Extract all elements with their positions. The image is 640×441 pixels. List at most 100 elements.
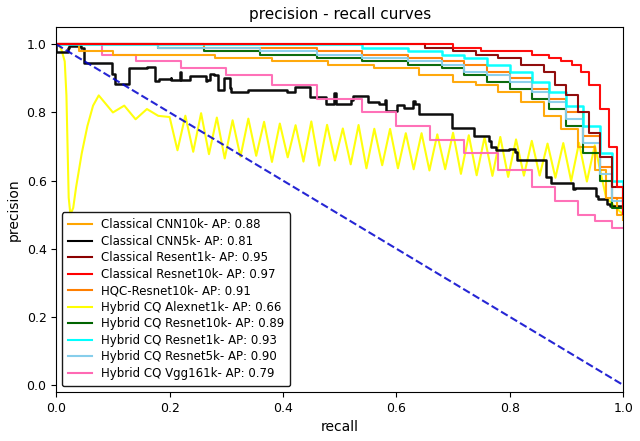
HQC-Resnet10k- AP: 0.91: (0.54, 0.98): 0.91: (0.54, 0.98) xyxy=(358,49,366,54)
Hybrid CQ Alexnet1k- AP: 0.66: (0.12, 0.82): 0.66: (0.12, 0.82) xyxy=(120,103,128,108)
Hybrid CQ Resnet5k- AP: 0.90: (0.68, 0.94): 0.90: (0.68, 0.94) xyxy=(438,62,445,67)
Hybrid CQ Alexnet1k- AP: 0.66: (0.394, 0.767): 0.66: (0.394, 0.767) xyxy=(276,121,284,126)
Classical CNN5k- AP: 0.81: (0.955, 0.554): 0.81: (0.955, 0.554) xyxy=(594,194,602,199)
Classical CNN10k- AP: 0.88: (0.64, 0.93): 0.88: (0.64, 0.93) xyxy=(415,66,423,71)
Classical Resnet10k- AP: 0.97: (0.87, 0.96): 0.97: (0.87, 0.96) xyxy=(545,55,553,60)
HQC-Resnet10k- AP: 0.91: (0.8, 0.9): 0.91: (0.8, 0.9) xyxy=(506,76,513,81)
Classical Resent1k- AP: 0.95: (0.86, 0.92): 0.95: (0.86, 0.92) xyxy=(540,69,548,74)
HQC-Resnet10k- AP: 0.91: (0.68, 0.96): 0.91: (0.68, 0.96) xyxy=(438,55,445,60)
Hybrid CQ Vgg161k- AP: 0.79: (0.46, 0.88): 0.79: (0.46, 0.88) xyxy=(313,82,321,88)
Classical Resnet10k- AP: 0.97: (0.99, 0.58): 0.97: (0.99, 0.58) xyxy=(614,185,621,190)
Hybrid CQ Resnet1k- AP: 0.93: (0.45, 1): 0.93: (0.45, 1) xyxy=(307,41,315,47)
Hybrid CQ Resnet5k- AP: 0.90: (0.04, 1): 0.90: (0.04, 1) xyxy=(75,41,83,47)
Classical CNN10k- AP: 0.88: (0.89, 0.75): 0.88: (0.89, 0.75) xyxy=(557,127,564,132)
Hybrid CQ Vgg161k- AP: 0.79: (0.22, 0.95): 0.79: (0.22, 0.95) xyxy=(177,59,185,64)
Hybrid CQ Resnet10k- AP: 0.89: (0.68, 0.94): 0.89: (0.68, 0.94) xyxy=(438,62,445,67)
Hybrid CQ Resnet1k- AP: 0.93: (0.18, 1): 0.93: (0.18, 1) xyxy=(154,41,162,47)
Hybrid CQ Resnet10k- AP: 0.89: (0.54, 0.95): 0.89: (0.54, 0.95) xyxy=(358,59,366,64)
Hybrid CQ Resnet5k- AP: 0.90: (1, 0.5): 0.90: (1, 0.5) xyxy=(620,212,627,217)
HQC-Resnet10k- AP: 0.91: (0.36, 0.99): 0.91: (0.36, 0.99) xyxy=(257,45,264,50)
Hybrid CQ Resnet5k- AP: 0.90: (0.9, 0.78): 0.90: (0.9, 0.78) xyxy=(563,116,570,122)
Hybrid CQ Resnet10k- AP: 0.89: (0.9, 0.76): 0.89: (0.9, 0.76) xyxy=(563,123,570,129)
Classical Resnet10k- AP: 0.97: (0.36, 1): 0.97: (0.36, 1) xyxy=(257,41,264,47)
Classical CNN10k- AP: 0.88: (0.99, 0.5): 0.88: (0.99, 0.5) xyxy=(614,212,621,217)
Classical Resnet10k- AP: 0.97: (0.04, 1): 0.97: (0.04, 1) xyxy=(75,41,83,47)
Hybrid CQ Resnet5k- AP: 0.90: (0.9, 0.83): 0.90: (0.9, 0.83) xyxy=(563,100,570,105)
Legend: Classical CNN10k- AP: 0.88, Classical CNN5k- AP: 0.81, Classical Resent1k- AP: 0: Classical CNN10k- AP: 0.88, Classical CN… xyxy=(62,212,290,386)
Hybrid CQ Resnet10k- AP: 0.89: (0.72, 0.91): 0.89: (0.72, 0.91) xyxy=(461,72,468,78)
Classical Resent1k- AP: 0.95: (0.5, 1): 0.95: (0.5, 1) xyxy=(336,41,344,47)
Hybrid CQ Vgg161k- AP: 0.79: (0, 1): 0.79: (0, 1) xyxy=(52,41,60,47)
Hybrid CQ Resnet1k- AP: 0.93: (0.62, 0.98): 0.93: (0.62, 0.98) xyxy=(404,49,412,54)
Classical Resnet10k- AP: 0.97: (1, 0.58): 0.97: (1, 0.58) xyxy=(620,185,627,190)
Hybrid CQ Resnet1k- AP: 0.93: (0.72, 0.97): 0.93: (0.72, 0.97) xyxy=(461,52,468,57)
Classical CNN5k- AP: 0.81: (0.221, 0.895): 0.81: (0.221, 0.895) xyxy=(177,78,185,83)
Classical Resnet10k- AP: 0.97: (0.6, 1): 0.97: (0.6, 1) xyxy=(392,41,400,47)
Classical CNN5k- AP: 0.81: (0, 1): 0.81: (0, 1) xyxy=(52,41,60,47)
Classical Resnet10k- AP: 0.97: (0.975, 0.7): 0.97: (0.975, 0.7) xyxy=(605,144,612,149)
Hybrid CQ Resnet5k- AP: 0.90: (0.04, 1): 0.90: (0.04, 1) xyxy=(75,41,83,47)
Hybrid CQ Resnet1k- AP: 0.93: (0.87, 0.89): 0.93: (0.87, 0.89) xyxy=(545,79,553,84)
Classical Resnet10k- AP: 0.97: (0.84, 0.97): 0.97: (0.84, 0.97) xyxy=(529,52,536,57)
Hybrid CQ Resnet1k- AP: 0.93: (0.68, 0.98): 0.93: (0.68, 0.98) xyxy=(438,49,445,54)
Classical Resent1k- AP: 0.95: (1, 0.52): 0.95: (1, 0.52) xyxy=(620,205,627,210)
HQC-Resnet10k- AP: 0.91: (0.98, 0.64): 0.91: (0.98, 0.64) xyxy=(608,164,616,170)
Line: Hybrid CQ Vgg161k- AP: 0.79: Hybrid CQ Vgg161k- AP: 0.79 xyxy=(56,44,623,228)
Classical Resnet10k- AP: 0.97: (0.48, 1): 0.97: (0.48, 1) xyxy=(324,41,332,47)
Hybrid CQ Resnet10k- AP: 0.89: (0.04, 1): 0.89: (0.04, 1) xyxy=(75,41,83,47)
Classical Resnet10k- AP: 0.97: (0.6, 1): 0.97: (0.6, 1) xyxy=(392,41,400,47)
Hybrid CQ Vgg161k- AP: 0.79: (0.6, 0.8): 0.79: (0.6, 0.8) xyxy=(392,110,400,115)
Hybrid CQ Alexnet1k- AP: 0.66: (0.025, 0.5): 0.66: (0.025, 0.5) xyxy=(67,212,74,217)
Classical CNN5k- AP: 0.81: (1, 0.503): 0.81: (1, 0.503) xyxy=(620,211,627,216)
Hybrid CQ Resnet10k- AP: 0.89: (0.18, 0.99): 0.89: (0.18, 0.99) xyxy=(154,45,162,50)
Classical Resnet10k- AP: 0.97: (0.24, 1): 0.97: (0.24, 1) xyxy=(188,41,196,47)
Hybrid CQ Resnet1k- AP: 0.93: (0.8, 0.92): 0.93: (0.8, 0.92) xyxy=(506,69,513,74)
Classical CNN10k- AP: 0.88: (0.86, 0.79): 0.88: (0.86, 0.79) xyxy=(540,113,548,119)
Hybrid CQ Resnet10k- AP: 0.89: (0.87, 0.84): 0.89: (0.87, 0.84) xyxy=(545,96,553,101)
Classical Resent1k- AP: 0.95: (0.94, 0.8): 0.95: (0.94, 0.8) xyxy=(585,110,593,115)
Hybrid CQ Resnet5k- AP: 0.90: (0.68, 0.95): 0.90: (0.68, 0.95) xyxy=(438,59,445,64)
Classical CNN10k- AP: 0.88: (0.56, 0.94): 0.88: (0.56, 0.94) xyxy=(370,62,378,67)
Hybrid CQ Vgg161k- AP: 0.79: (0.92, 0.54): 0.79: (0.92, 0.54) xyxy=(574,198,582,204)
Hybrid CQ Vgg161k- AP: 0.79: (0.46, 0.84): 0.79: (0.46, 0.84) xyxy=(313,96,321,101)
HQC-Resnet10k- AP: 0.91: (0.87, 0.84): 0.91: (0.87, 0.84) xyxy=(545,96,553,101)
Classical CNN10k- AP: 0.88: (0.38, 0.95): 0.88: (0.38, 0.95) xyxy=(268,59,275,64)
Classical Resnet10k- AP: 0.97: (0.91, 0.95): 0.97: (0.91, 0.95) xyxy=(568,59,576,64)
Hybrid CQ Resnet1k- AP: 0.93: (0, 1): 0.93: (0, 1) xyxy=(52,41,60,47)
HQC-Resnet10k- AP: 0.91: (0.1, 1): 0.91: (0.1, 1) xyxy=(109,41,116,47)
Hybrid CQ Resnet10k- AP: 0.89: (0.8, 0.89): 0.89: (0.8, 0.89) xyxy=(506,79,513,84)
Hybrid CQ Vgg161k- AP: 0.79: (0.78, 0.63): 0.79: (0.78, 0.63) xyxy=(495,168,502,173)
Classical Resent1k- AP: 0.95: (0.12, 1): 0.95: (0.12, 1) xyxy=(120,41,128,47)
Classical Resent1k- AP: 0.95: (0.82, 0.96): 0.95: (0.82, 0.96) xyxy=(517,55,525,60)
Classical Resent1k- AP: 0.95: (0.96, 0.74): 0.95: (0.96, 0.74) xyxy=(596,130,604,135)
Classical Resent1k- AP: 0.95: (0, 1): 0.95: (0, 1) xyxy=(52,41,60,47)
Line: Classical Resent1k- AP: 0.95: Classical Resent1k- AP: 0.95 xyxy=(56,44,623,208)
Hybrid CQ Vgg161k- AP: 0.79: (0.3, 0.93): 0.79: (0.3, 0.93) xyxy=(223,66,230,71)
Classical Resent1k- AP: 0.95: (0.78, 0.96): 0.95: (0.78, 0.96) xyxy=(495,55,502,60)
Line: HQC-Resnet10k- AP: 0.91: HQC-Resnet10k- AP: 0.91 xyxy=(56,44,623,215)
Hybrid CQ Resnet1k- AP: 0.93: (0.84, 0.92): 0.93: (0.84, 0.92) xyxy=(529,69,536,74)
Classical Resnet10k- AP: 0.97: (0.04, 1): 0.97: (0.04, 1) xyxy=(75,41,83,47)
Hybrid CQ Resnet10k- AP: 0.89: (0, 1): 0.89: (0, 1) xyxy=(52,41,60,47)
Hybrid CQ Resnet5k- AP: 0.90: (0.18, 0.99): 0.90: (0.18, 0.99) xyxy=(154,45,162,50)
Classical CNN10k- AP: 0.88: (0.78, 0.88): 0.88: (0.78, 0.88) xyxy=(495,82,502,88)
Hybrid CQ Resnet10k- AP: 0.89: (0.93, 0.68): 0.89: (0.93, 0.68) xyxy=(580,151,588,156)
Classical Resent1k- AP: 0.95: (0.9, 0.85): 0.95: (0.9, 0.85) xyxy=(563,93,570,98)
Classical CNN10k- AP: 0.88: (0.48, 0.95): 0.88: (0.48, 0.95) xyxy=(324,59,332,64)
Hybrid CQ Resnet1k- AP: 0.93: (0.1, 1): 0.93: (0.1, 1) xyxy=(109,41,116,47)
HQC-Resnet10k- AP: 0.91: (0.46, 0.98): 0.91: (0.46, 0.98) xyxy=(313,49,321,54)
HQC-Resnet10k- AP: 0.91: (0.72, 0.94): 0.91: (0.72, 0.94) xyxy=(461,62,468,67)
Hybrid CQ Resnet1k- AP: 0.93: (1, 0.52): 0.93: (1, 0.52) xyxy=(620,205,627,210)
Hybrid CQ Vgg161k- AP: 0.79: (0.78, 0.68): 0.79: (0.78, 0.68) xyxy=(495,151,502,156)
Hybrid CQ Vgg161k- AP: 0.79: (0.22, 0.93): 0.79: (0.22, 0.93) xyxy=(177,66,185,71)
Hybrid CQ Resnet5k- AP: 0.90: (0.84, 0.89): 0.90: (0.84, 0.89) xyxy=(529,79,536,84)
Hybrid CQ Resnet1k- AP: 0.93: (0.68, 0.97): 0.93: (0.68, 0.97) xyxy=(438,52,445,57)
Classical Resent1k- AP: 0.95: (0.88, 0.88): 0.95: (0.88, 0.88) xyxy=(551,82,559,88)
Hybrid CQ Resnet10k- AP: 0.89: (0.93, 0.76): 0.89: (0.93, 0.76) xyxy=(580,123,588,129)
Hybrid CQ Alexnet1k- AP: 0.66: (1, 0.5): 0.66: (1, 0.5) xyxy=(620,212,627,217)
Hybrid CQ Vgg161k- AP: 0.79: (0.38, 0.91): 0.79: (0.38, 0.91) xyxy=(268,72,275,78)
Hybrid CQ Resnet5k- AP: 0.90: (0.36, 0.98): 0.90: (0.36, 0.98) xyxy=(257,49,264,54)
Hybrid CQ Vgg161k- AP: 0.79: (0.92, 0.5): 0.79: (0.92, 0.5) xyxy=(574,212,582,217)
Classical CNN10k- AP: 0.88: (0.64, 0.91): 0.88: (0.64, 0.91) xyxy=(415,72,423,78)
Classical Resent1k- AP: 0.95: (0.7, 0.98): 0.95: (0.7, 0.98) xyxy=(449,49,457,54)
